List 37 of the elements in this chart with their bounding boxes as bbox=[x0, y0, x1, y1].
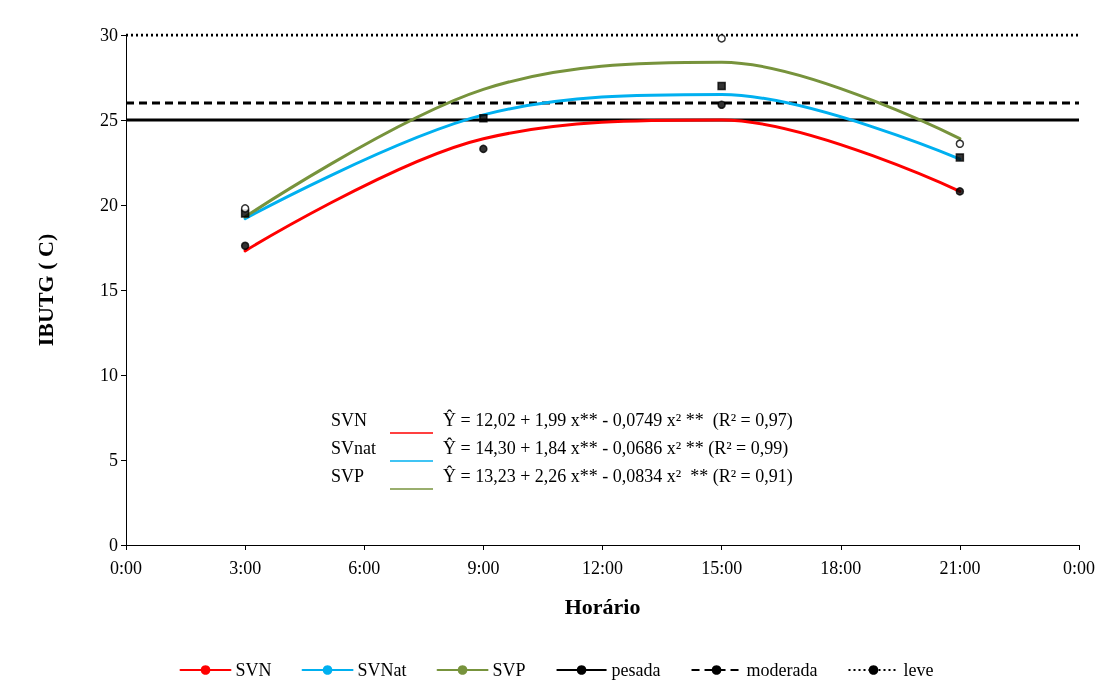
y-tick-label: 5 bbox=[109, 450, 118, 470]
point bbox=[240, 241, 250, 251]
legend-label: moderada bbox=[746, 660, 818, 680]
point bbox=[479, 114, 488, 123]
y-tick-label: 15 bbox=[100, 280, 118, 300]
x-tick-label: 15:00 bbox=[701, 558, 743, 578]
legend-label: leve bbox=[903, 660, 934, 680]
y-tick-label: 30 bbox=[100, 25, 118, 45]
point bbox=[955, 187, 965, 196]
y-axis-title: IBUTG ( C) bbox=[32, 233, 58, 347]
point bbox=[717, 100, 726, 109]
y-tick-label: 20 bbox=[100, 195, 118, 215]
point bbox=[240, 204, 250, 213]
x-tick-label: 0:00 bbox=[109, 558, 143, 578]
legend-label: SVP bbox=[492, 660, 526, 680]
text: SVN Ŷ = 12,02 + 1,99 x** - 0,0749 x² ** (R² = 0,97) bbox=[331, 410, 793, 430]
x-tick-label: 12:00 bbox=[581, 558, 624, 578]
legend-label: pesada bbox=[611, 660, 661, 680]
x-tick-label: 6:00 bbox=[348, 558, 381, 578]
point bbox=[479, 144, 488, 154]
point bbox=[955, 139, 965, 149]
x-tick-label: 9:00 bbox=[467, 558, 500, 578]
text: SVP Ŷ = 13,23 + 2,26 x** - 0,0834 x² ** (R² = 0,91) bbox=[331, 466, 793, 486]
text: SVnat Ŷ = 14,30 + 1,84 x** - 0,0686 x² ** (R² = 0,99) bbox=[331, 438, 789, 458]
x-tick-label: 21:00 bbox=[939, 558, 981, 578]
x-tick-label: 0:00 bbox=[1062, 558, 1096, 578]
point bbox=[955, 153, 965, 162]
x-axis-title: Horário bbox=[564, 593, 641, 619]
legend-label: SVN bbox=[235, 660, 272, 680]
x-tick-label: 18:00 bbox=[820, 558, 862, 578]
y-tick-label: 0 bbox=[109, 535, 118, 555]
y-tick-label: 10 bbox=[100, 365, 118, 385]
x-tick-label: 3:00 bbox=[229, 558, 262, 578]
y-tick-label: 25 bbox=[100, 110, 118, 130]
point bbox=[717, 81, 726, 91]
legend-label: SVNat bbox=[357, 660, 407, 680]
point bbox=[717, 34, 726, 43]
